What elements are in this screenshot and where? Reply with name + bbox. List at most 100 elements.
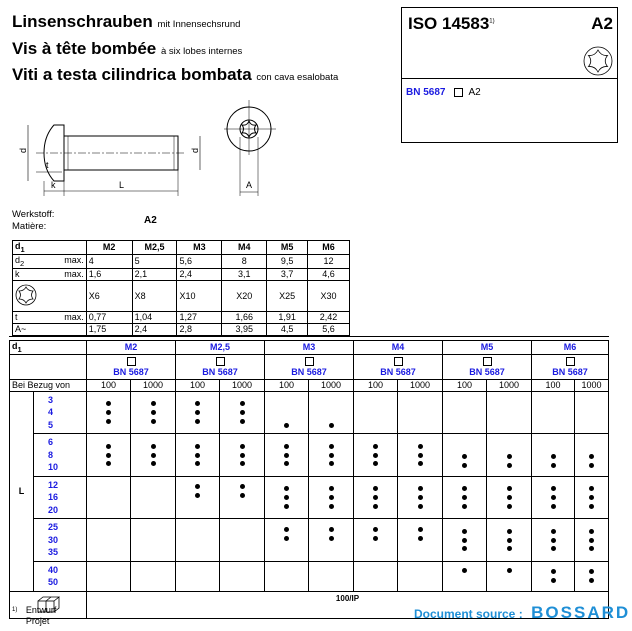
available-dot — [239, 443, 245, 449]
cell-value: 1,66 — [221, 310, 268, 324]
checkbox-icon — [215, 356, 225, 366]
available-dot — [506, 486, 512, 492]
available-dot — [373, 535, 378, 541]
available-dot — [550, 528, 556, 534]
available-dot — [328, 503, 334, 509]
length-value: 4 — [48, 407, 54, 418]
cell-value: 12 — [307, 253, 350, 269]
available-dot — [284, 503, 289, 509]
cell-value: 1,6 — [85, 267, 133, 281]
svg-text:A: A — [246, 180, 252, 190]
available-dot — [284, 461, 289, 467]
cell-value: 5,6 — [176, 253, 223, 269]
length-value: 3 — [48, 394, 54, 405]
title-it: Viti a testa cilindrica bombata con cava… — [12, 65, 339, 84]
cell-value: X30 — [307, 279, 350, 312]
available-dot — [373, 503, 378, 509]
cell-value: X25 — [266, 279, 309, 312]
available-dot — [550, 463, 556, 469]
checkbox-icon — [393, 356, 403, 366]
qty-header: 1000 — [397, 378, 443, 392]
available-dot — [195, 443, 200, 449]
bn-link[interactable]: BN 5687 — [113, 366, 149, 377]
cell-value: 8 — [221, 253, 268, 269]
available-dot — [417, 503, 423, 509]
cell-value: 2,8 — [176, 322, 223, 336]
available-dot — [328, 461, 334, 467]
cell-value: 4 — [85, 253, 133, 269]
length-value: 40 — [48, 564, 59, 575]
length-value: 35 — [48, 547, 59, 558]
bn-line: BN 5687 A2 — [406, 87, 481, 98]
available-dot — [462, 495, 467, 501]
available-dot — [195, 484, 200, 490]
cell-value: 1,27 — [176, 310, 223, 324]
footnote: 1) Entwurf Projet — [12, 605, 57, 626]
d1-header: d1 — [9, 340, 87, 355]
available-dot — [106, 401, 111, 407]
availability-table: d1 M2 M2,5 M3 M4 M5 M6 BN 5687 BN 5687 BN 5687 BN … — [9, 340, 609, 619]
cell-value: 9,5 — [266, 253, 309, 269]
dimensions-table: d1 M2 M2,5 M3 M4 M5 M6 d2 max. 4 5 5,6 8 9,5 12 k max. 1,… — [12, 240, 350, 336]
available-dot — [239, 401, 245, 407]
available-dot — [506, 454, 512, 460]
cell-value: 1,75 — [85, 322, 133, 336]
bn-link[interactable]: BN 5687 — [552, 366, 588, 377]
bn-link[interactable]: BN 5687 — [469, 366, 505, 377]
bn-link[interactable]: BN 5687 — [406, 87, 446, 98]
length-value: 5 — [48, 419, 54, 430]
checkbox-icon — [304, 356, 314, 366]
available-dot — [239, 461, 245, 467]
length-value: 10 — [48, 462, 59, 473]
available-dot — [284, 535, 289, 541]
available-dot — [589, 578, 594, 584]
available-dot — [106, 452, 111, 458]
cell-value: 0,77 — [85, 310, 133, 324]
d1-header: d1 — [12, 240, 87, 255]
available-dot — [589, 537, 594, 543]
size-header: M4 — [221, 240, 268, 255]
available-dot — [550, 546, 556, 552]
available-dot — [550, 454, 556, 460]
available-dot — [150, 461, 156, 467]
available-dot — [462, 454, 467, 460]
available-dot — [506, 528, 512, 534]
available-dot — [284, 452, 289, 458]
iso-material: A2 — [591, 14, 613, 33]
qty-header: 1000 — [308, 378, 354, 392]
bn-link[interactable]: BN 5687 — [291, 366, 327, 377]
checkbox-icon — [126, 356, 136, 366]
available-dot — [195, 461, 200, 467]
torx-icon — [583, 46, 613, 76]
length-value: 12 — [48, 479, 59, 490]
qty-header: 1000 — [486, 378, 532, 392]
checkbox-icon — [454, 87, 464, 97]
available-dot — [328, 422, 334, 428]
size-header: M6 — [307, 240, 350, 255]
available-dot — [589, 454, 594, 460]
available-dot — [550, 578, 556, 584]
size-header: M2,5 — [131, 240, 178, 255]
cell-value: 5,6 — [307, 322, 350, 336]
size-header: M2,5 — [175, 340, 265, 355]
bn-link[interactable]: BN 5687 — [202, 366, 238, 377]
available-dot — [239, 493, 245, 499]
available-dot — [373, 461, 378, 467]
available-dot — [417, 495, 423, 501]
table-row: X6 X8 X10 X20 X25 X30 — [12, 279, 350, 312]
available-dot — [239, 418, 245, 424]
available-dot — [506, 537, 512, 543]
qty-header: 1000 — [219, 378, 265, 392]
cell-value: 1,04 — [131, 310, 178, 324]
available-dot — [589, 528, 594, 534]
table-row: t max. 0,77 1,04 1,27 1,66 1,91 2,42 — [12, 310, 350, 324]
bossard-logo: BOSSARD — [531, 603, 631, 622]
cell-value: X20 — [221, 279, 268, 312]
available-dot — [239, 410, 245, 416]
available-dot — [106, 418, 111, 424]
available-dot — [373, 452, 378, 458]
available-dot — [550, 503, 556, 509]
cell-value: X10 — [176, 279, 223, 312]
bn-link[interactable]: BN 5687 — [380, 366, 416, 377]
